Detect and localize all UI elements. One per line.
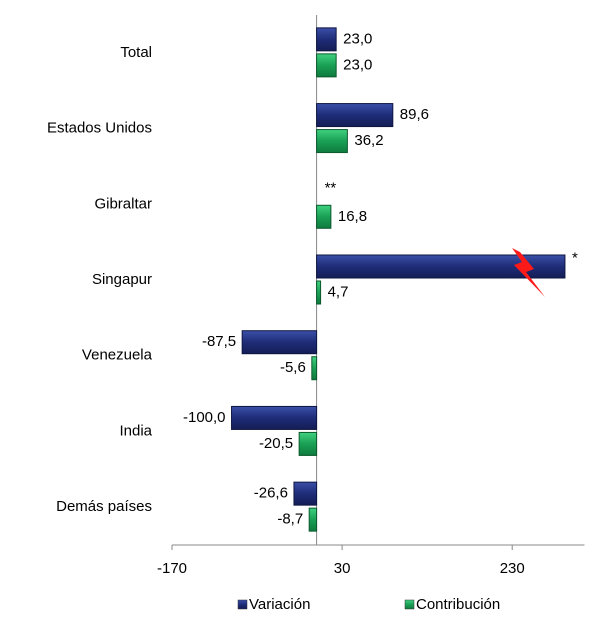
bar — [316, 53, 337, 78]
bar — [241, 330, 318, 355]
category-label: Venezuela — [82, 347, 153, 364]
category-label: India — [119, 422, 152, 439]
value-label: -8,7 — [277, 511, 303, 528]
value-label: -20,5 — [259, 435, 293, 452]
value-label: -100,0 — [183, 409, 226, 426]
bar — [308, 507, 318, 532]
x-tick-label: -170 — [157, 560, 187, 577]
category-label: Singapur — [92, 271, 152, 288]
bar — [316, 254, 566, 279]
bar — [298, 431, 318, 456]
value-label: -26,6 — [254, 485, 288, 502]
bar — [316, 280, 322, 305]
bar — [293, 481, 318, 506]
legend-swatch — [237, 599, 248, 610]
x-tick-label: 230 — [500, 560, 525, 577]
category-label: Gibraltar — [94, 195, 152, 212]
bar — [316, 204, 332, 229]
category-label: Demás países — [56, 498, 152, 515]
bar — [231, 405, 318, 430]
bar — [316, 103, 394, 128]
value-label: 89,6 — [400, 106, 429, 123]
value-label: -5,6 — [280, 359, 306, 376]
value-label: 23,0 — [343, 56, 372, 73]
value-label: 16,8 — [338, 208, 367, 225]
bar — [316, 27, 337, 52]
legend-label: Variación — [249, 596, 310, 613]
category-label: Total — [120, 44, 152, 61]
value-label: 23,0 — [343, 30, 372, 47]
value-label: 36,2 — [354, 132, 383, 149]
legend-swatch — [404, 599, 415, 610]
bar — [311, 356, 318, 381]
x-tick-label: 30 — [334, 560, 351, 577]
category-label: Estados Unidos — [47, 120, 152, 137]
bar — [316, 129, 348, 154]
legend-label: Contribución — [416, 596, 500, 613]
value-label: 4,7 — [328, 283, 349, 300]
value-label: ** — [325, 179, 337, 196]
value-label: * — [572, 249, 578, 266]
value-label: -87,5 — [202, 333, 236, 350]
